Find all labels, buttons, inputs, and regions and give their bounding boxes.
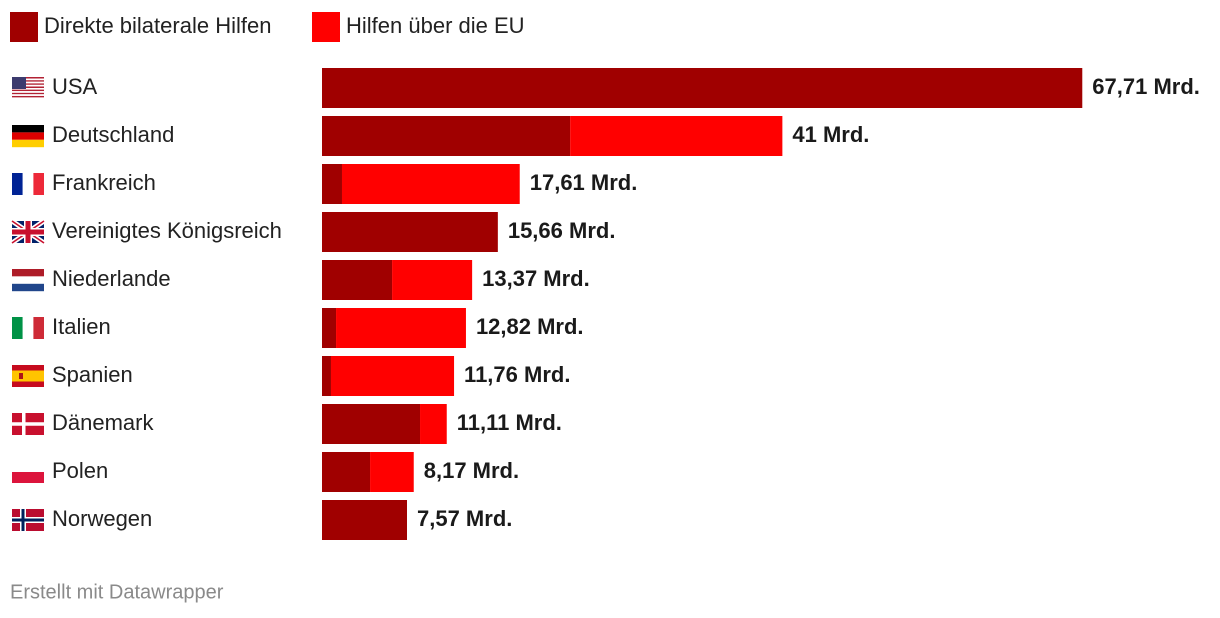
flag-part (12, 173, 23, 195)
flag-icon (12, 461, 44, 483)
flag-part (12, 518, 44, 522)
flag-icon (12, 125, 44, 148)
flag-part (12, 94, 44, 96)
flag-part (12, 422, 44, 426)
category-label: Frankreich (52, 170, 156, 195)
value-label: 12,82 Mrd. (476, 314, 584, 339)
legend-swatch (10, 12, 38, 42)
category-label: Polen (52, 458, 108, 483)
bar-segment (370, 452, 414, 492)
category-label: Norwegen (52, 506, 152, 531)
category-label: Deutschland (52, 122, 174, 147)
flag-icon (12, 173, 44, 195)
bar-segment (322, 356, 331, 396)
flag-part (12, 370, 44, 382)
flag-icon (12, 509, 44, 531)
flag-icon (12, 269, 44, 292)
value-label: 13,37 Mrd. (482, 266, 590, 291)
flag-icon (12, 365, 44, 387)
value-label: 17,61 Mrd. (530, 170, 638, 195)
flag-icon (12, 77, 44, 99)
bar-segment (322, 452, 371, 492)
bar-segment (570, 116, 783, 156)
value-label: 67,71 Mrd. (1092, 74, 1200, 99)
flag-icon (10, 218, 46, 246)
bar-segment (322, 260, 393, 300)
flag-part (12, 91, 44, 93)
flag-part (12, 317, 23, 339)
value-label: 11,11 Mrd. (457, 410, 562, 435)
bar-segment (322, 500, 408, 540)
bar-segment (322, 68, 1083, 108)
value-label: 7,57 Mrd. (417, 506, 512, 531)
category-label: Dänemark (52, 410, 154, 435)
category-label: USA (52, 74, 98, 99)
flag-part (12, 77, 44, 79)
legend-swatch (312, 12, 340, 42)
flag-part (12, 77, 26, 89)
flag-part (12, 461, 44, 472)
category-label: Italien (52, 314, 111, 339)
bar-segment (392, 260, 473, 300)
value-label: 8,17 Mrd. (424, 458, 519, 483)
flag-part (12, 83, 44, 85)
flag-part (12, 80, 44, 82)
value-label: 41 Mrd. (792, 122, 869, 147)
flag-part (12, 269, 44, 277)
source-note: Erstellt mit Datawrapper (10, 581, 224, 603)
flag-part (12, 88, 44, 90)
flag-part (12, 92, 44, 95)
flag-part (12, 229, 44, 235)
flag-part (33, 173, 44, 195)
bar-segment (330, 356, 455, 396)
flag-icon (12, 413, 44, 435)
legend-label: Direkte bilaterale Hilfen (44, 13, 271, 38)
category-label: Spanien (52, 362, 133, 387)
flag-part (12, 283, 44, 292)
bar-segment (322, 116, 571, 156)
flag-part (12, 86, 44, 88)
bar-segment (322, 404, 421, 444)
flag-part (12, 472, 44, 483)
flag-part (12, 97, 44, 99)
value-label: 11,76 Mrd. (464, 362, 570, 387)
flag-part (12, 276, 44, 284)
flag-part (12, 81, 44, 84)
flag-part (22, 173, 34, 195)
flag-part (12, 95, 44, 98)
bar-segment (420, 404, 447, 444)
bar-segment (336, 308, 466, 348)
bar-segment (322, 308, 337, 348)
bar-segment (341, 164, 520, 204)
category-label: Vereinigtes Königsreich (52, 218, 282, 243)
flag-part (12, 125, 44, 133)
bar-segment (322, 164, 342, 204)
flag-part (12, 139, 44, 148)
category-label: Niederlande (52, 266, 171, 291)
flag-part (33, 317, 44, 339)
flag-part (12, 78, 44, 81)
flag-part (19, 373, 23, 379)
legend-label: Hilfen über die EU (346, 13, 525, 38)
value-label: 15,66 Mrd. (508, 218, 616, 243)
flag-part (12, 84, 44, 87)
flag-icon (12, 317, 44, 339)
bar-segment (322, 212, 498, 252)
flag-part (12, 89, 44, 92)
flag-part (22, 317, 34, 339)
flag-part (12, 132, 44, 140)
